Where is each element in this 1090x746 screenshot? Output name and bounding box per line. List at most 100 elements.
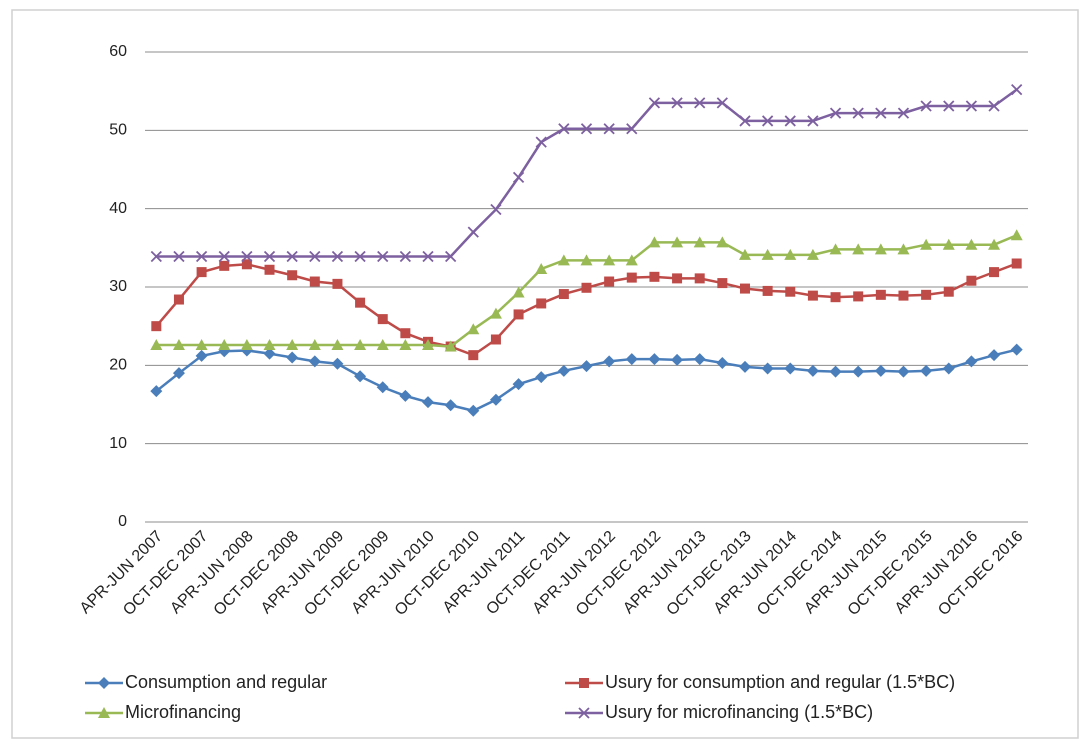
y-tick-label: 20: [109, 357, 127, 374]
marker: [263, 250, 276, 263]
marker: [716, 97, 728, 109]
marker: [761, 248, 774, 260]
marker: [1011, 258, 1022, 269]
marker: [988, 238, 1001, 250]
marker: [331, 338, 344, 350]
marker: [490, 203, 502, 216]
marker: [920, 238, 933, 250]
marker: [921, 289, 932, 300]
marker: [672, 273, 683, 284]
marker: [806, 248, 819, 260]
marker: [693, 236, 706, 248]
marker: [897, 107, 910, 119]
marker: [784, 248, 797, 260]
marker: [331, 357, 344, 370]
marker: [467, 323, 480, 335]
marker: [965, 238, 978, 250]
marker: [557, 364, 570, 377]
marker: [150, 338, 163, 350]
legend: Consumption and regular Usury for consump…: [85, 672, 955, 722]
marker: [468, 350, 479, 361]
marker: [195, 338, 208, 350]
marker: [286, 250, 298, 263]
legend-label: Consumption and regular: [125, 672, 327, 692]
marker: [603, 123, 615, 135]
marker: [287, 270, 298, 281]
marker: [852, 243, 865, 255]
marker: [263, 347, 276, 360]
y-tick-label: 0: [118, 513, 127, 530]
marker: [578, 707, 590, 719]
marker: [580, 123, 593, 135]
marker: [263, 338, 276, 350]
marker: [376, 381, 389, 394]
marker: [98, 677, 110, 689]
marker: [625, 353, 638, 366]
marker: [717, 278, 728, 289]
marker: [377, 250, 389, 263]
y-tick-label: 40: [109, 200, 127, 217]
marker: [98, 707, 110, 718]
marker: [874, 243, 887, 255]
marker: [151, 321, 162, 332]
marker: [1010, 343, 1023, 356]
marker: [264, 264, 275, 275]
marker: [693, 353, 706, 366]
marker: [761, 115, 774, 127]
marker: [580, 254, 593, 266]
marker: [241, 250, 253, 263]
marker: [671, 236, 684, 248]
marker: [942, 238, 955, 250]
marker: [648, 353, 661, 366]
marker: [444, 340, 457, 352]
marker: [354, 370, 367, 383]
marker: [625, 254, 638, 266]
chart-frame: [11, 9, 1079, 739]
marker: [150, 250, 162, 263]
marker: [535, 371, 548, 384]
marker: [173, 250, 185, 263]
marker: [150, 385, 163, 398]
marker: [558, 123, 570, 135]
marker: [286, 351, 299, 364]
marker: [761, 362, 774, 375]
marker: [671, 97, 683, 109]
y-tick-label: 30: [109, 278, 127, 295]
marker: [784, 362, 797, 375]
marker: [989, 267, 1000, 278]
y-tick-label: 60: [109, 43, 127, 60]
marker: [535, 136, 547, 148]
legend-label: Usury for consumption and regular (1.5*B…: [605, 672, 955, 692]
marker: [579, 678, 589, 688]
marker: [557, 254, 570, 266]
marker: [604, 276, 615, 287]
y-tick-label: 50: [109, 122, 127, 139]
marker: [626, 272, 637, 283]
marker: [966, 275, 977, 286]
marker: [513, 309, 524, 320]
marker: [649, 271, 660, 282]
marker: [648, 236, 661, 248]
marker: [738, 360, 751, 373]
marker: [218, 338, 231, 350]
marker: [603, 355, 616, 368]
marker: [400, 328, 411, 339]
legend-label: Microfinancing: [125, 702, 241, 722]
marker: [875, 107, 887, 119]
marker: [489, 393, 502, 406]
marker: [422, 338, 435, 350]
marker: [829, 365, 842, 378]
legend-label: Usury for microfinancing (1.5*BC): [605, 702, 873, 722]
marker: [716, 356, 729, 369]
marker: [898, 290, 909, 301]
marker: [716, 236, 729, 248]
marker: [988, 349, 1001, 362]
marker: [920, 364, 933, 377]
marker: [376, 338, 389, 350]
marker: [467, 226, 479, 238]
marker: [219, 260, 230, 271]
marker: [965, 100, 978, 112]
marker: [377, 314, 388, 325]
marker: [309, 250, 321, 263]
